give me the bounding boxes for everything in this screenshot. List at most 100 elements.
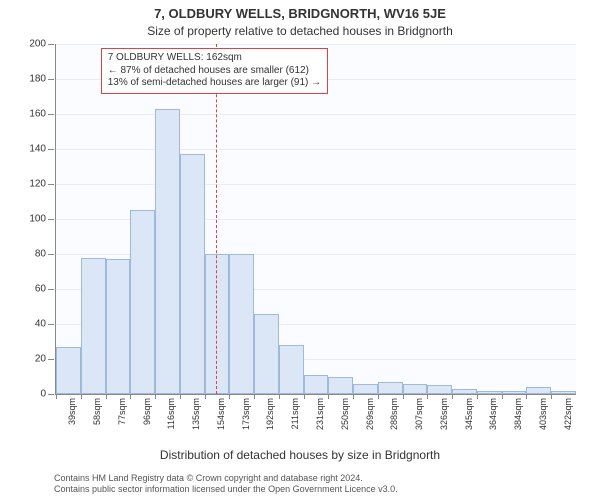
- histogram-bar: [403, 384, 428, 395]
- histogram-bar: [279, 345, 304, 394]
- histogram-bar: [229, 254, 254, 394]
- x-tick: [279, 394, 280, 399]
- x-tick-label: 192sqm: [265, 398, 275, 430]
- x-tick: [526, 394, 527, 399]
- y-tick-label: 160: [29, 109, 46, 120]
- x-tick: [205, 394, 206, 399]
- histogram-bar: [551, 391, 576, 395]
- x-tick: [477, 394, 478, 399]
- y-tick: [48, 359, 54, 360]
- x-tick-label: 39sqm: [67, 398, 77, 425]
- y-tick: [48, 184, 54, 185]
- y-tick-label: 180: [29, 74, 46, 85]
- histogram-bar: [205, 254, 230, 394]
- y-tick-label: 20: [35, 354, 46, 365]
- histogram-bar: [378, 382, 403, 394]
- x-tick: [180, 394, 181, 399]
- y-tick: [48, 324, 54, 325]
- histogram-bar: [452, 389, 477, 394]
- x-tick-label: 384sqm: [513, 398, 523, 430]
- x-tick: [427, 394, 428, 399]
- annotation-line: ← 87% of detached houses are smaller (61…: [108, 65, 321, 78]
- histogram-bar: [254, 314, 279, 395]
- y-tick-label: 200: [29, 39, 46, 50]
- x-tick-label: 345sqm: [464, 398, 474, 430]
- x-tick-label: 211sqm: [290, 398, 300, 429]
- y-tick: [48, 149, 54, 150]
- x-tick: [353, 394, 354, 399]
- chart-subtitle: Size of property relative to detached ho…: [0, 24, 600, 38]
- x-tick-label: 231sqm: [315, 398, 325, 430]
- x-tick: [328, 394, 329, 399]
- x-tick: [304, 394, 305, 399]
- x-tick: [106, 394, 107, 399]
- annotation-line: 7 OLDBURY WELLS: 162sqm: [108, 52, 321, 65]
- y-tick-label: 60: [35, 284, 46, 295]
- x-tick-label: 307sqm: [414, 398, 424, 430]
- histogram-bar: [526, 387, 551, 394]
- footer-line: Contains HM Land Registry data © Crown c…: [54, 473, 594, 485]
- chart-container: 7, OLDBURY WELLS, BRIDGNORTH, WV16 5JE S…: [0, 0, 600, 500]
- y-tick-label: 140: [29, 144, 46, 155]
- x-tick-label: 154sqm: [216, 398, 226, 430]
- x-tick: [551, 394, 552, 399]
- reference-line: [216, 44, 217, 394]
- x-tick-label: 58sqm: [92, 398, 102, 425]
- y-tick: [48, 219, 54, 220]
- y-tick: [48, 289, 54, 290]
- y-tick-label: 80: [35, 249, 46, 260]
- x-tick-label: 364sqm: [488, 398, 498, 430]
- gridline: [56, 44, 576, 45]
- gridline: [56, 149, 576, 150]
- histogram-bar: [477, 391, 502, 395]
- y-tick: [48, 394, 54, 395]
- x-tick: [56, 394, 57, 399]
- x-tick-label: 250sqm: [340, 398, 350, 430]
- histogram-bar: [81, 258, 106, 395]
- y-tick-label: 100: [29, 214, 46, 225]
- gridline: [56, 114, 576, 115]
- histogram-bar: [353, 384, 378, 395]
- footer: Contains HM Land Registry data © Crown c…: [54, 473, 594, 496]
- chart-title: 7, OLDBURY WELLS, BRIDGNORTH, WV16 5JE: [0, 6, 600, 21]
- x-tick-label: 269sqm: [365, 398, 375, 430]
- histogram-bar: [304, 375, 329, 394]
- y-tick-label: 40: [35, 319, 46, 330]
- histogram-bar: [56, 347, 81, 394]
- annotation-line: 13% of semi-detached houses are larger (…: [108, 77, 321, 90]
- x-tick: [403, 394, 404, 399]
- x-tick-label: 288sqm: [389, 398, 399, 430]
- histogram-bar: [130, 210, 155, 394]
- x-tick-label: 77sqm: [117, 398, 127, 425]
- x-tick: [155, 394, 156, 399]
- y-tick-label: 0: [40, 389, 46, 400]
- histogram-bar: [328, 377, 353, 395]
- histogram-bar: [155, 109, 180, 394]
- x-tick-label: 403sqm: [538, 398, 548, 430]
- gridline: [56, 184, 576, 185]
- x-tick: [81, 394, 82, 399]
- x-tick: [229, 394, 230, 399]
- y-tick: [48, 79, 54, 80]
- x-tick-label: 422sqm: [563, 398, 573, 430]
- y-tick: [48, 254, 54, 255]
- x-tick-label: 135sqm: [191, 398, 201, 430]
- x-tick-label: 326sqm: [439, 398, 449, 430]
- x-tick-label: 96sqm: [142, 398, 152, 425]
- annotation-box: 7 OLDBURY WELLS: 162sqm ← 87% of detache…: [101, 48, 328, 94]
- x-tick-label: 116sqm: [166, 398, 176, 429]
- footer-line: Contains public sector information licen…: [54, 484, 594, 496]
- x-axis-label: Distribution of detached houses by size …: [0, 448, 600, 462]
- histogram-bar: [502, 391, 527, 395]
- x-tick: [502, 394, 503, 399]
- histogram-bar: [427, 385, 452, 394]
- histogram-bar: [180, 154, 205, 394]
- x-tick: [130, 394, 131, 399]
- y-tick: [48, 44, 54, 45]
- plot-area: 02040608010012014016018020039sqm58sqm77s…: [55, 44, 576, 395]
- x-tick: [254, 394, 255, 399]
- x-tick-label: 173sqm: [241, 398, 251, 430]
- x-tick: [452, 394, 453, 399]
- y-tick: [48, 114, 54, 115]
- y-tick-label: 120: [29, 179, 46, 190]
